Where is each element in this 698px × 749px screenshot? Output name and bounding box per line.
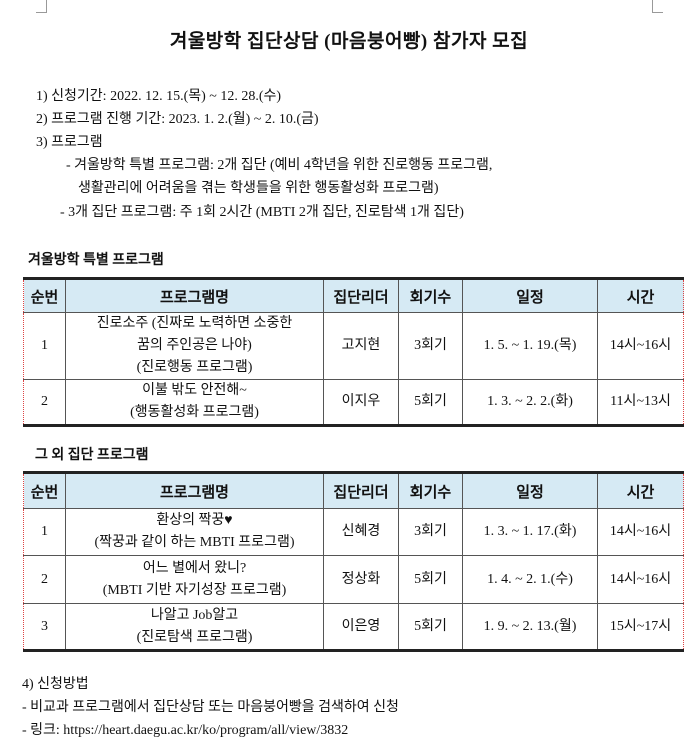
cell-no: 1 [23, 312, 66, 380]
cell-schedule: 1. 4. ~ 2. 1.(수) [462, 555, 598, 604]
page-corner-mark-left [36, 0, 47, 13]
name-line: 이불 밖도 안전해~ [142, 383, 247, 398]
table-row: 1 환상의 짝꿍♥ (짝꿍과 같이 하는 MBTI 프로그램) 신혜경 3회기 1… [23, 508, 684, 556]
cell-leader: 신혜경 [323, 508, 399, 556]
name-line: 나알고 Job알고 [150, 607, 239, 623]
name-line: (진로탐색 프로그램) [136, 629, 253, 645]
cell-name: 이불 밖도 안전해~ (행동활성화 프로그램) [65, 379, 324, 427]
header-schedule: 일정 [462, 277, 598, 313]
cell-leader: 고지현 [323, 312, 399, 380]
name-line: (MBTI 기반 자기성장 프로그램) [102, 582, 287, 598]
cell-time: 14시~16시 [597, 508, 684, 556]
cell-schedule: 1. 3. ~ 1. 17.(화) [462, 508, 598, 556]
cell-sessions: 5회기 [398, 379, 463, 427]
cell-sessions: 3회기 [398, 312, 463, 380]
cell-name: 환상의 짝꿍♥ (짝꿍과 같이 하는 MBTI 프로그램) [65, 508, 324, 556]
name-line: (짝꿍과 같이 하는 MBTI 프로그램) [94, 535, 295, 550]
header-leader: 집단리더 [323, 277, 399, 313]
name-line: 어느 별에서 왔니? [142, 560, 247, 576]
apply-heading: 4) 신청방법 [22, 677, 89, 692]
cell-time: 15시~17시 [597, 603, 684, 652]
header-schedule: 일정 [462, 471, 598, 509]
table-row: 2 어느 별에서 왔니? (MBTI 기반 자기성장 프로그램) 정상화 5회기 … [23, 555, 684, 604]
header-leader: 집단리더 [323, 471, 399, 509]
header-sessions: 회기수 [398, 277, 463, 313]
cell-time: 11시~13시 [597, 379, 684, 427]
cell-no: 2 [23, 379, 66, 427]
header-no: 순번 [23, 471, 66, 509]
cell-name: 나알고 Job알고 (진로탐색 프로그램) [65, 603, 324, 652]
apply-method: - 비교과 프로그램에서 집단상담 또는 마음붕어빵을 검색하여 신청 [22, 700, 399, 715]
header-sessions: 회기수 [398, 471, 463, 509]
header-time: 시간 [597, 471, 684, 509]
cell-time: 14시~16시 [597, 555, 684, 604]
name-line: (행동활성화 프로그램) [130, 405, 259, 420]
section-heading-other: 그 외 집단 프로그램 [35, 448, 149, 463]
cell-no: 1 [23, 508, 66, 556]
name-line: 꿈의 주인공은 나야) [137, 338, 252, 353]
header-name: 프로그램명 [65, 471, 324, 509]
cell-sessions: 5회기 [398, 603, 463, 652]
page-corner-mark-right [652, 0, 663, 13]
section-heading-special: 겨울방학 특별 프로그램 [28, 253, 164, 268]
header-time: 시간 [597, 277, 684, 313]
cell-no: 3 [23, 603, 66, 652]
info-groups: - 3개 집단 프로그램: 주 1회 2시간 (MBTI 2개 집단, 진로탐색… [60, 205, 464, 220]
info-program: 3) 프로그램 [36, 135, 103, 150]
cell-sessions: 5회기 [398, 555, 463, 604]
apply-link[interactable]: - 링크: https://heart.daegu.ac.kr/ko/progr… [22, 723, 349, 738]
name-line: 환상의 짝꿍♥ [156, 513, 233, 528]
table-row: 3 나알고 Job알고 (진로탐색 프로그램) 이은영 5회기 1. 9. ~ 2… [23, 603, 684, 652]
cell-leader: 이지우 [323, 379, 399, 427]
other-program-table: 순번 프로그램명 집단리더 회기수 일정 시간 1 환상의 짝꿍♥ (짝꿍과 같이… [23, 471, 684, 652]
document-title: 겨울방학 집단상담 (마음붕어빵) 참가자 모집 [169, 31, 529, 52]
cell-leader: 정상화 [323, 555, 399, 604]
cell-schedule: 1. 3. ~ 2. 2.(화) [462, 379, 598, 427]
info-special-cont: 생활관리에 어려움을 겪는 학생들을 위한 행동활성화 프로그램) [78, 181, 439, 196]
cell-sessions: 3회기 [398, 508, 463, 556]
cell-no: 2 [23, 555, 66, 604]
name-line: 진로소주 (진짜로 노력하면 소중한 [96, 316, 293, 331]
info-special: - 겨울방학 특별 프로그램: 2개 집단 (예비 4학년을 위한 진로행동 프… [66, 158, 493, 173]
cell-schedule: 1. 9. ~ 2. 13.(월) [462, 603, 598, 652]
info-program-period: 2) 프로그램 진행 기간: 2023. 1. 2.(월) ~ 2. 10.(금… [36, 112, 319, 127]
cell-name: 어느 별에서 왔니? (MBTI 기반 자기성장 프로그램) [65, 555, 324, 604]
cell-time: 14시~16시 [597, 312, 684, 380]
table-header-row: 순번 프로그램명 집단리더 회기수 일정 시간 [23, 471, 684, 509]
header-name: 프로그램명 [65, 277, 324, 313]
header-no: 순번 [23, 277, 66, 313]
table-header-row: 순번 프로그램명 집단리더 회기수 일정 시간 [23, 277, 684, 313]
name-line: (진로행동 프로그램) [136, 360, 253, 375]
cell-schedule: 1. 5. ~ 1. 19.(목) [462, 312, 598, 380]
info-period: 1) 신청기간: 2022. 12. 15.(목) ~ 12. 28.(수) [36, 89, 282, 104]
cell-leader: 이은영 [323, 603, 399, 652]
special-program-table: 순번 프로그램명 집단리더 회기수 일정 시간 1 진로소주 (진짜로 노력하면… [23, 277, 684, 427]
table-row: 2 이불 밖도 안전해~ (행동활성화 프로그램) 이지우 5회기 1. 3. ~… [23, 379, 684, 427]
